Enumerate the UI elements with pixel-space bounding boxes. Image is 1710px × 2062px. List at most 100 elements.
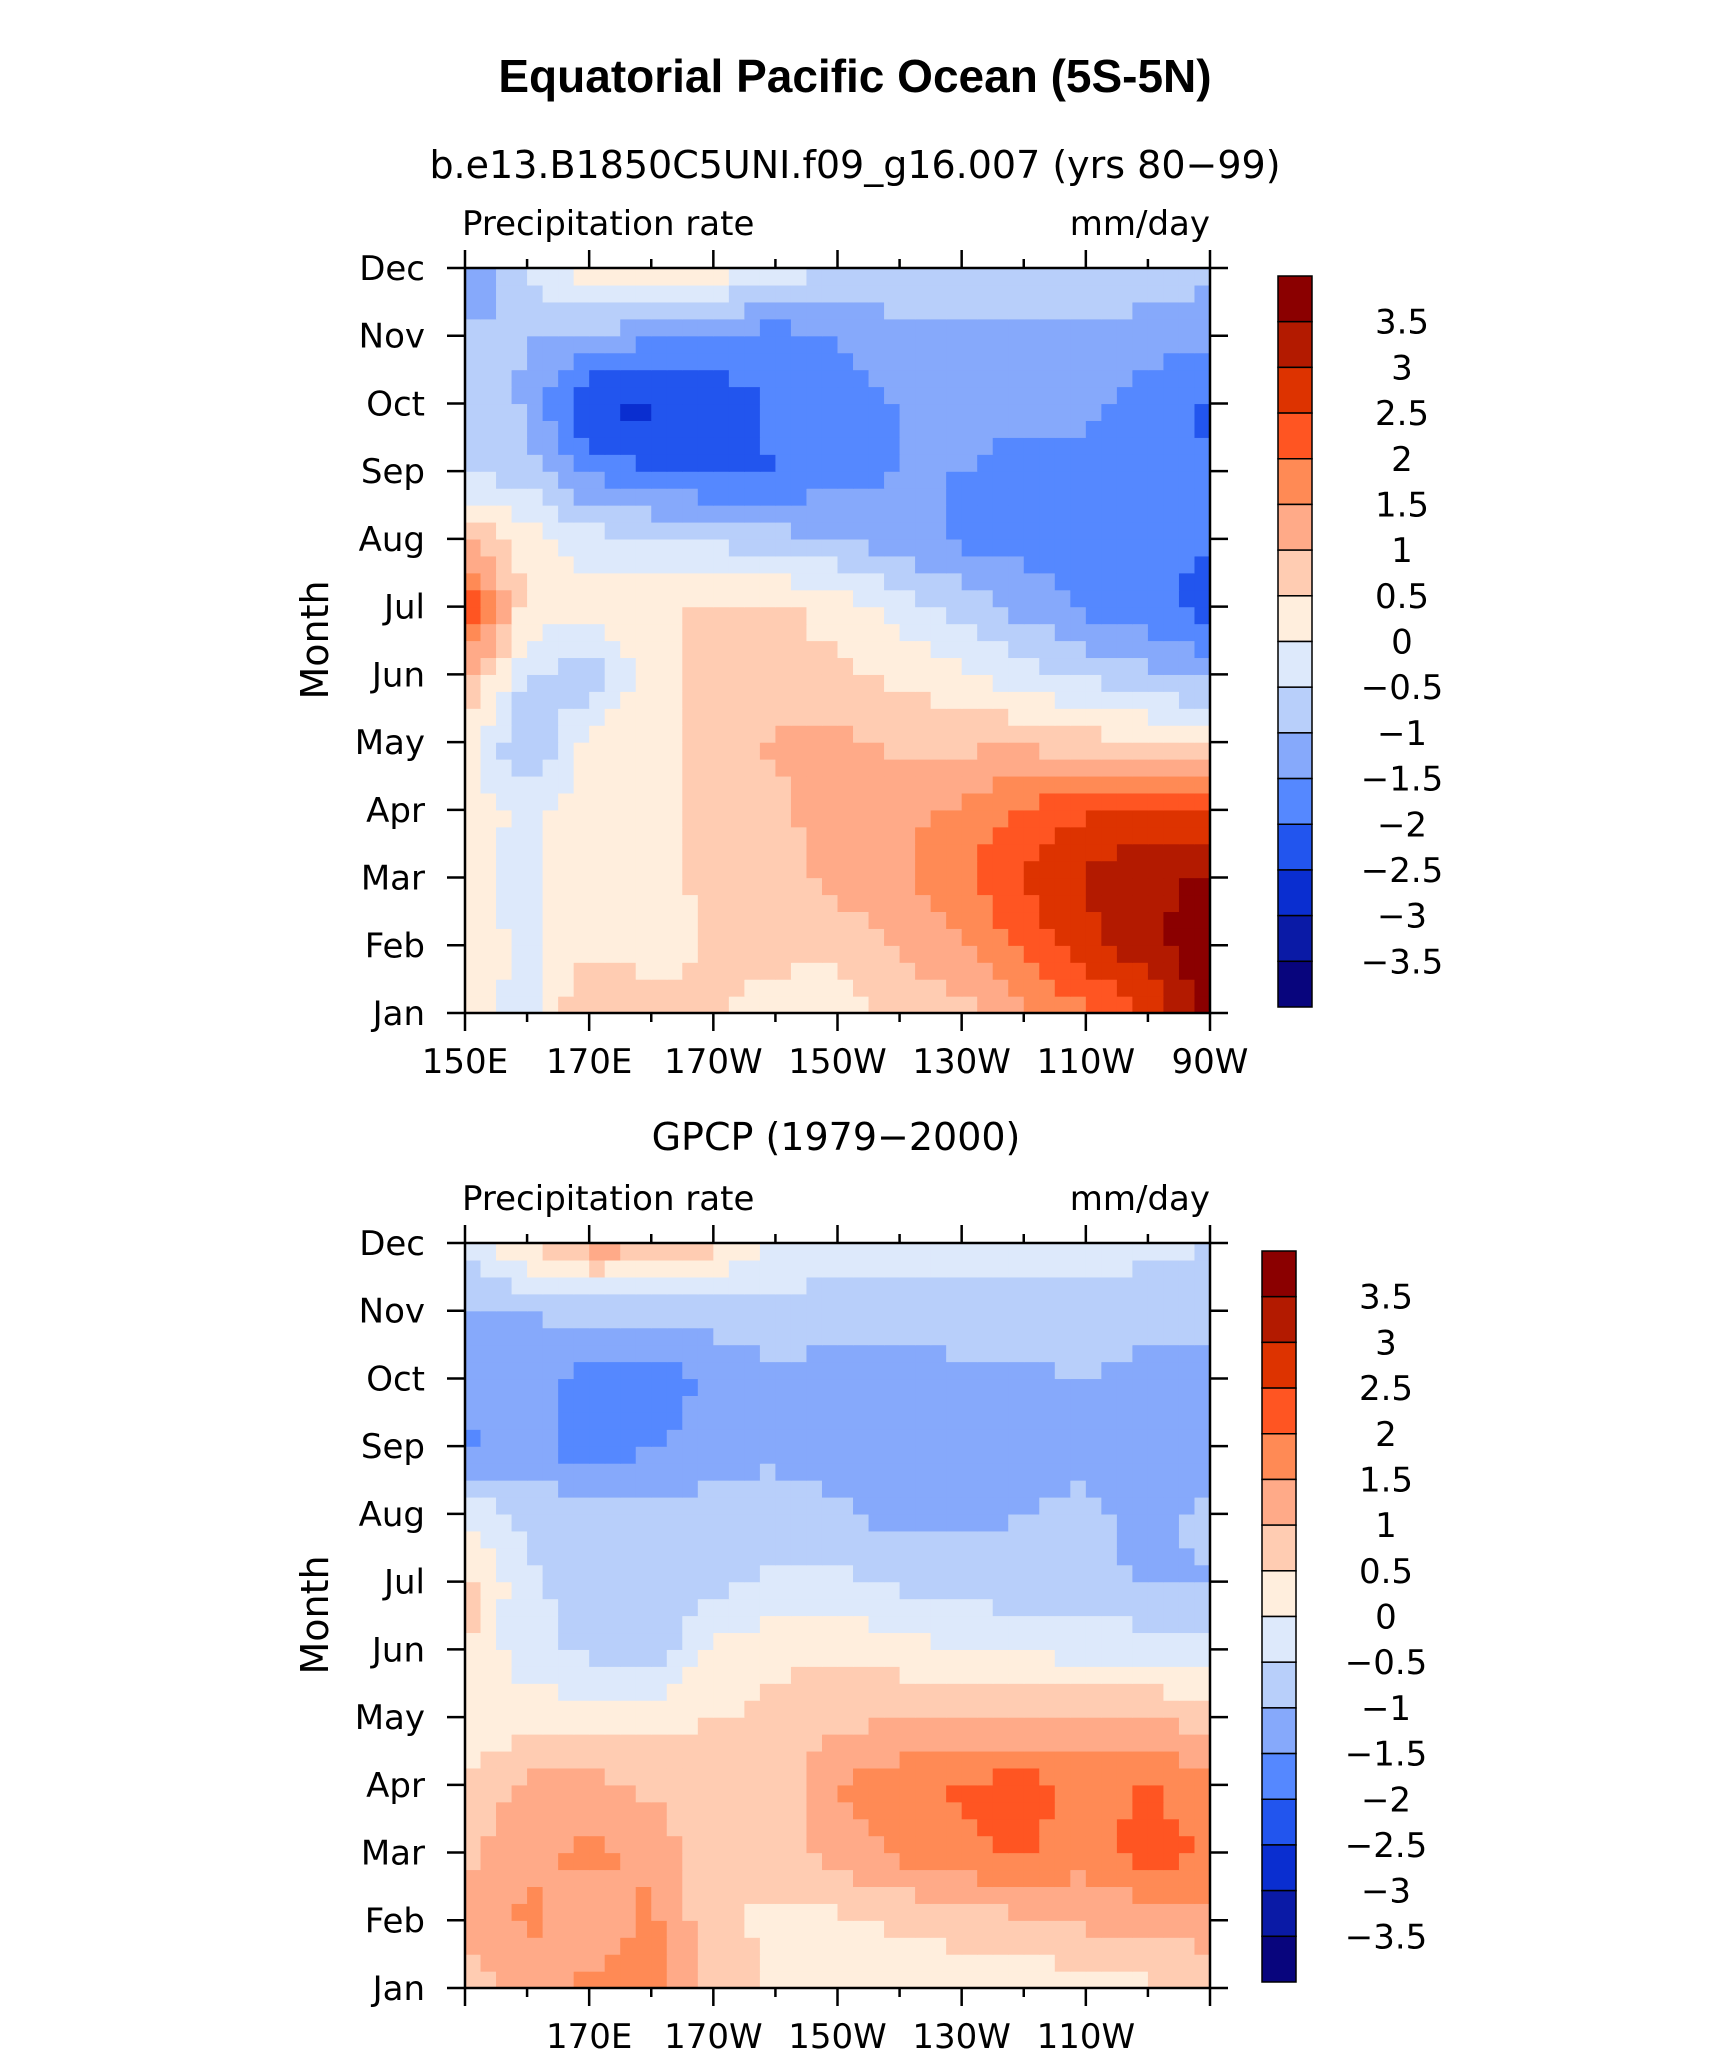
contour-cell [868, 843, 885, 862]
contour-cell [759, 725, 777, 743]
contour-cell [946, 1903, 963, 1921]
contour-cell [1023, 1480, 1040, 1498]
contour-cell [697, 352, 714, 371]
contour-cell [992, 1327, 1009, 1346]
contour-cell [806, 521, 823, 540]
contour-cell [465, 1920, 482, 1938]
contour-cell [542, 1361, 559, 1380]
contour-cell [480, 1886, 497, 1904]
contour-cell [635, 1547, 652, 1566]
contour-cell [1023, 877, 1040, 896]
contour-cell [744, 826, 761, 845]
contour-cell [821, 1327, 839, 1346]
contour-cell [1008, 1903, 1025, 1921]
contour-cell [558, 1293, 575, 1312]
contour-cell [573, 1700, 590, 1718]
contour-cell [992, 420, 1009, 438]
contour-cell [853, 945, 870, 963]
contour-cell [1178, 268, 1196, 286]
contour-cell [868, 623, 885, 642]
contour-cell [589, 996, 606, 1013]
contour-cell [1101, 1564, 1118, 1583]
contour-cell [465, 775, 482, 794]
contour-cell [1163, 1259, 1180, 1278]
contour-cell [775, 725, 792, 743]
contour-cell [1039, 1446, 1056, 1464]
panel-right-string: mm/day [1070, 1179, 1210, 1219]
contour-cell [697, 301, 714, 320]
contour-cell [1023, 1446, 1040, 1464]
contour-cell [884, 792, 901, 811]
contour-cell [1132, 488, 1149, 506]
contour-cell [713, 759, 730, 777]
contour-cell [620, 505, 637, 523]
contour-cell [620, 1276, 637, 1295]
contour-cell [527, 1513, 544, 1532]
contour-cell [1039, 1293, 1056, 1312]
contour-cell [884, 708, 901, 726]
contour-cell [744, 1378, 761, 1396]
contour-cell [853, 708, 870, 726]
contour-cell [682, 877, 699, 896]
contour-cell [635, 268, 652, 286]
contour-cell [697, 1649, 714, 1667]
contour-cell [728, 1378, 745, 1396]
contour-cell [1085, 1429, 1102, 1447]
contour-cell [1039, 1869, 1056, 1888]
contour-cell [666, 708, 683, 726]
contour-cell [511, 284, 528, 303]
contour-cell [728, 1869, 745, 1888]
contour-cell [728, 1564, 745, 1583]
contour-cell [728, 268, 745, 286]
contour-cell [511, 386, 528, 405]
contour-cell [620, 1564, 637, 1583]
contour-cell [480, 1259, 497, 1278]
contour-cell [790, 1835, 808, 1854]
colorbar-label: 3.5 [1375, 303, 1429, 343]
contour-cell [992, 1632, 1009, 1650]
contour-cell [1132, 318, 1149, 337]
contour-cell [992, 1784, 1009, 1803]
contour-cell [728, 1530, 745, 1549]
contour-cell [573, 1564, 590, 1583]
contour-cell [480, 318, 497, 337]
contour-cell [790, 1564, 808, 1583]
contour-cell [542, 318, 559, 337]
contour-cell [806, 1937, 823, 1955]
contour-cell [775, 759, 792, 777]
contour-cell [1178, 1666, 1196, 1684]
contour-cell [744, 742, 761, 760]
contour-cell [620, 1496, 637, 1515]
contour-cell [527, 521, 544, 540]
contour-cell [573, 1937, 590, 1955]
contour-cell [992, 352, 1009, 371]
contour-cell [775, 1632, 792, 1650]
contour-cell [527, 742, 544, 760]
contour-cell [589, 911, 606, 929]
contour-cell [635, 1954, 652, 1972]
contour-cell [713, 1395, 730, 1413]
contour-cell [977, 1971, 994, 1988]
contour-cell [1163, 589, 1180, 608]
y-tick-label: May [355, 723, 425, 763]
contour-cell [666, 335, 683, 354]
contour-cell [713, 674, 730, 692]
contour-cell [1147, 792, 1165, 811]
contour-cell [651, 1259, 668, 1278]
contour-cell [604, 1734, 621, 1752]
contour-cell [1054, 1446, 1071, 1464]
contour-cell [930, 1954, 947, 1972]
contour-cell [1054, 1293, 1071, 1312]
contour-cell [651, 1700, 668, 1718]
contour-cell [790, 1530, 808, 1549]
contour-field [465, 1243, 1210, 1988]
contour-cell [635, 877, 652, 896]
contour-cell [589, 538, 606, 557]
contour-cell [620, 1293, 637, 1312]
contour-cell [977, 945, 994, 963]
contour-cell [1085, 1327, 1102, 1346]
contour-cell [790, 284, 808, 303]
contour-cell [961, 1649, 978, 1667]
contour-cell [1163, 1767, 1180, 1786]
contour-cell [558, 471, 575, 489]
